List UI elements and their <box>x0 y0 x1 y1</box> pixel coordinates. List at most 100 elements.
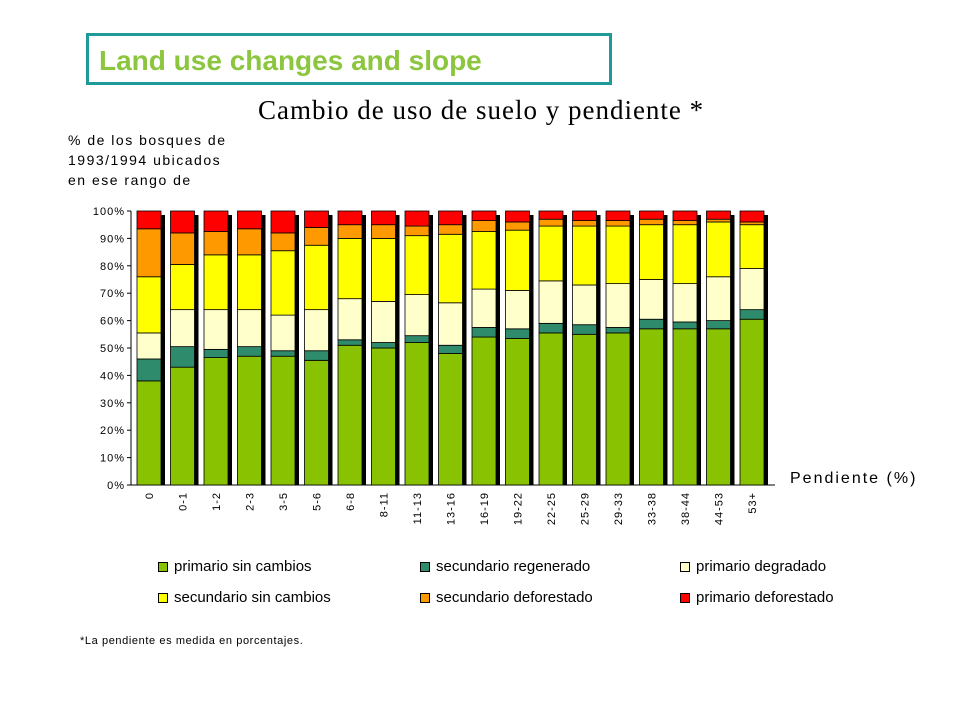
x-tick-label: 22-25 <box>546 492 558 525</box>
bar-shadow <box>730 215 735 485</box>
bar-segment-primario-degradado <box>337 298 363 341</box>
y-tick-label: 60% <box>100 316 125 328</box>
footnote: *La pendiente es medida en porcentajes. <box>80 635 304 647</box>
bar-shadow <box>194 215 199 485</box>
bar-shadow <box>295 215 299 485</box>
bar-segment-secundario-sin-cambios <box>237 254 262 311</box>
bar-segment-secundario-regenerado <box>639 318 664 330</box>
bar-segment-secundario-regenerado <box>203 348 229 358</box>
bar-segment-secundario-sin-cambios <box>706 221 731 278</box>
bar-segment-secundario-deforestado <box>471 220 497 232</box>
bar-segment-secundario-regenerado <box>337 339 363 346</box>
bar-segment-secundario-regenerado <box>739 309 765 320</box>
bar-segment-primario-deforestado <box>404 210 430 227</box>
bar-segment-secundario-regenerado <box>438 344 463 354</box>
x-tick-label: 8-11 <box>379 492 391 517</box>
y-tick-label: 0% <box>107 480 125 492</box>
bar-segment-secundario-regenerado <box>672 321 698 330</box>
bar-segment-primario-degradado <box>438 302 463 346</box>
bar-shadow <box>328 215 333 485</box>
bar-segment-primario-sin-cambios <box>371 347 396 486</box>
legend-item: primario degradado <box>680 558 826 575</box>
bar-segment-primario-sin-cambios <box>706 328 731 486</box>
bar-segment-secundario-sin-cambios <box>639 224 664 280</box>
bar-segment-primario-sin-cambios <box>170 366 195 486</box>
bar-segment-primario-degradado <box>639 279 664 320</box>
bar-shadow <box>462 215 467 485</box>
bar-segment-secundario-regenerado <box>572 324 597 335</box>
bar-segment-primario-degradado <box>706 276 731 322</box>
bar-shadow <box>429 215 433 485</box>
bar-segment-primario-sin-cambios <box>639 328 664 486</box>
legend-label: secundario regenerado <box>436 558 591 575</box>
bar-segment-secundario-sin-cambios <box>672 224 698 285</box>
legend-swatch <box>420 561 430 572</box>
bar-segment-secundario-regenerado <box>404 335 430 343</box>
bar-segment-primario-sin-cambios <box>136 380 162 486</box>
y-tick-label: 50% <box>100 343 125 355</box>
bar-segment-primario-deforestado <box>170 210 195 234</box>
bar-segment-secundario-deforestado <box>538 218 564 227</box>
y-tick-label: 30% <box>100 398 125 410</box>
bar-shadow <box>161 215 165 485</box>
bar-segment-secundario-deforestado <box>371 224 396 239</box>
bar-segment-secundario-sin-cambios <box>538 225 564 282</box>
x-tick-label: 33-38 <box>647 492 659 525</box>
legend-item: primario deforestado <box>680 589 834 606</box>
bar-segment-primario-degradado <box>605 283 631 328</box>
x-tick-label: 38-44 <box>680 492 692 525</box>
slide-title-box: Land use changes and slope <box>86 33 612 85</box>
x-tick-label: 44-53 <box>714 492 726 525</box>
bar-shadow <box>228 215 232 485</box>
bar-segment-secundario-deforestado <box>337 224 363 239</box>
legend-swatch <box>680 592 690 603</box>
x-tick-label: 53+ <box>747 492 759 514</box>
y-axis-label: % de los bosques de 1993/1994 ubicados e… <box>68 130 226 190</box>
bar-shadow <box>630 215 634 485</box>
bar-segment-primario-degradado <box>739 268 765 311</box>
bar-segment-primario-deforestado <box>304 210 329 228</box>
bar-segment-secundario-regenerado <box>605 327 631 334</box>
bar-segment-secundario-sin-cambios <box>203 254 229 311</box>
bar-segment-primario-deforestado <box>672 210 698 221</box>
bar-segment-primario-sin-cambios <box>572 333 597 486</box>
bar-segment-primario-sin-cambios <box>337 344 363 486</box>
bar-segment-secundario-regenerado <box>706 320 731 330</box>
bar-segment-primario-degradado <box>505 290 530 330</box>
bar-segment-secundario-deforestado <box>304 227 329 246</box>
bar-segment-secundario-sin-cambios <box>270 250 296 316</box>
bar-shadow <box>395 215 400 485</box>
x-tick-label: 1-2 <box>211 492 223 511</box>
bar-segment-secundario-regenerado <box>270 350 296 357</box>
legend-label: primario degradado <box>696 558 827 575</box>
bar-segment-primario-deforestado <box>203 210 229 232</box>
bar-segment-secundario-sin-cambios <box>605 225 631 285</box>
bar-segment-primario-degradado <box>304 309 329 352</box>
y-tick-label: 70% <box>100 288 125 300</box>
bar-segment-secundario-deforestado <box>672 220 698 226</box>
bar-shadow <box>362 215 366 485</box>
legend-swatch <box>680 561 690 572</box>
legend-swatch <box>158 592 168 603</box>
bar-segment-primario-degradado <box>237 309 262 348</box>
bar-segment-primario-deforestado <box>706 210 731 220</box>
y-axis-label-line-1: % de los bosques de <box>68 132 227 148</box>
bar-segment-primario-deforestado <box>538 210 564 220</box>
bar-segment-primario-sin-cambios <box>304 359 329 486</box>
bar-segment-secundario-regenerado <box>471 327 497 338</box>
bar-segment-primario-sin-cambios <box>203 357 229 486</box>
bar-segment-primario-degradado <box>203 309 229 350</box>
bar-segment-primario-degradado <box>371 301 396 343</box>
bar-segment-secundario-regenerado <box>304 350 329 361</box>
bar-segment-secundario-sin-cambios <box>304 244 329 311</box>
y-tick-label: 40% <box>100 370 125 382</box>
x-tick-label: 0-1 <box>178 492 190 511</box>
bar-segment-primario-degradado <box>471 288 497 328</box>
bar-segment-secundario-deforestado <box>639 218 664 226</box>
bar-shadow <box>764 215 768 485</box>
legend-label: primario deforestado <box>696 589 834 606</box>
bar-segment-primario-sin-cambios <box>471 336 497 486</box>
bar-segment-secundario-deforestado <box>136 228 162 278</box>
bar-segment-primario-sin-cambios <box>270 355 296 486</box>
